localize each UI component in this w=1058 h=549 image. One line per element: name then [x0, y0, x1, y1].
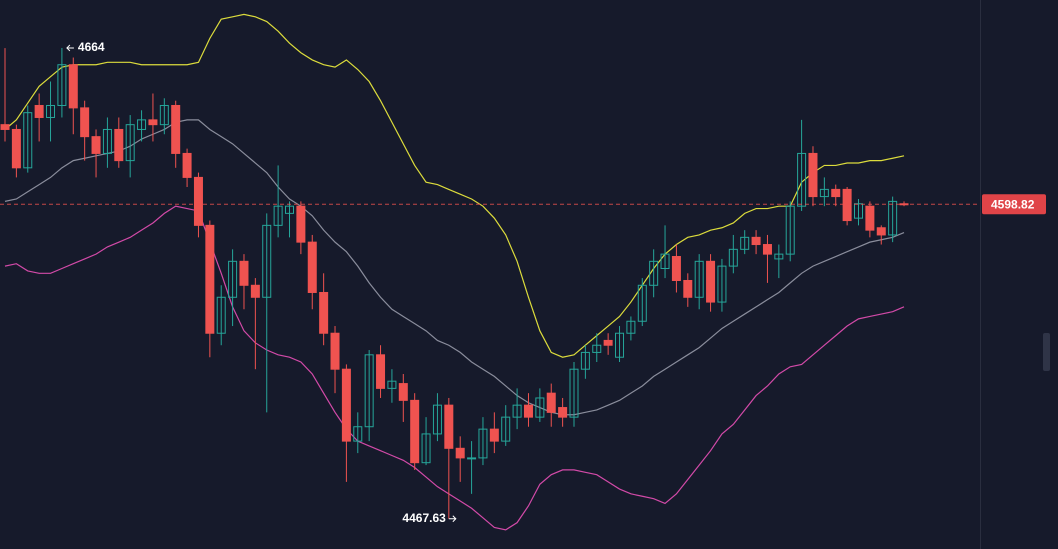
- candle-body: [831, 188, 841, 198]
- candle-body: [785, 205, 795, 255]
- candle-body: [728, 248, 738, 267]
- candle-body: [387, 380, 397, 389]
- candle-body: [205, 224, 215, 334]
- candle-body: [751, 236, 761, 246]
- candle-body: [592, 344, 602, 353]
- candle-body: [307, 241, 317, 293]
- candle-body: [512, 404, 522, 418]
- candle-body: [148, 119, 158, 126]
- candle-body: [228, 260, 238, 298]
- candle-body: [262, 224, 272, 298]
- candle-body: [398, 383, 408, 401]
- candle-body: [819, 188, 829, 198]
- candle-body: [671, 256, 681, 281]
- candle-body: [876, 227, 886, 236]
- candle-body: [319, 291, 329, 334]
- bands: [4, 13, 905, 531]
- candle-body: [421, 433, 431, 464]
- band-line: [4, 119, 905, 416]
- candle-body: [546, 392, 556, 413]
- candle-body: [489, 428, 499, 442]
- candle-body: [478, 428, 488, 459]
- candle-body: [649, 260, 659, 286]
- candle-body: [683, 279, 693, 298]
- candle-body: [0, 124, 10, 130]
- candle-body: [46, 104, 56, 118]
- candle-body: [68, 64, 78, 109]
- candle-body: [432, 404, 442, 435]
- candle-body: [410, 399, 420, 464]
- candle-body: [774, 253, 784, 260]
- candle-body: [717, 265, 727, 303]
- candle-body: [694, 260, 704, 298]
- candle-body: [808, 152, 818, 198]
- candle-body: [125, 124, 135, 162]
- candle-body: [57, 64, 67, 106]
- arrow: [448, 515, 457, 523]
- candle-body: [762, 244, 772, 255]
- candle-body: [102, 128, 112, 154]
- candle-body: [637, 284, 647, 322]
- candle-body: [159, 104, 169, 126]
- candle-body: [330, 332, 340, 370]
- candle-body: [171, 104, 181, 154]
- price-tag-label: 4598.82: [991, 197, 1035, 211]
- arrow: [66, 44, 74, 52]
- candle-body: [376, 354, 386, 389]
- candle-body: [865, 205, 875, 231]
- candle-body: [34, 104, 44, 118]
- candle-body: [523, 404, 533, 418]
- candle-body: [615, 332, 625, 358]
- candle-body: [558, 407, 568, 418]
- band-line: [4, 13, 905, 358]
- candle-body: [91, 136, 101, 154]
- price-tag: [982, 194, 1046, 215]
- candle-body: [353, 426, 363, 442]
- candle-body: [239, 260, 249, 286]
- candle-body: [580, 351, 590, 370]
- candle-body: [740, 236, 750, 250]
- candle-body: [296, 205, 306, 243]
- candle-body: [854, 203, 863, 219]
- candle-body: [535, 397, 545, 418]
- candle-body: [706, 260, 716, 303]
- candle-body: [444, 404, 454, 449]
- candle-body: [182, 152, 192, 178]
- candles: [0, 47, 909, 519]
- candle-body: [501, 416, 511, 442]
- candle-body: [888, 200, 898, 236]
- band-line: [4, 205, 905, 531]
- candle-body: [626, 320, 636, 334]
- candle-body: [467, 457, 477, 460]
- candle-body: [660, 253, 670, 270]
- candle-body: [23, 112, 33, 169]
- candle-body: [216, 296, 226, 334]
- high-label: 4664: [78, 40, 105, 54]
- candle-body: [193, 176, 203, 226]
- candle-body: [114, 128, 124, 162]
- scroll-handle[interactable]: [1043, 333, 1050, 371]
- candle-body: [569, 368, 579, 418]
- candle-body: [80, 107, 90, 138]
- candle-body: [341, 368, 351, 442]
- candle-body: [603, 339, 613, 346]
- candle-body: [11, 128, 21, 169]
- candle-body: [797, 152, 807, 207]
- candle-body: [842, 188, 852, 222]
- candle-body: [273, 205, 283, 226]
- candle-body: [285, 205, 294, 214]
- overlay: 4664 4467.63 4598.82: [0, 40, 1046, 525]
- candle-body: [455, 447, 465, 459]
- low-label: 4467.63: [402, 511, 446, 525]
- candle-body: [250, 284, 260, 298]
- candle-body: [137, 119, 147, 130]
- candle-body: [364, 354, 374, 428]
